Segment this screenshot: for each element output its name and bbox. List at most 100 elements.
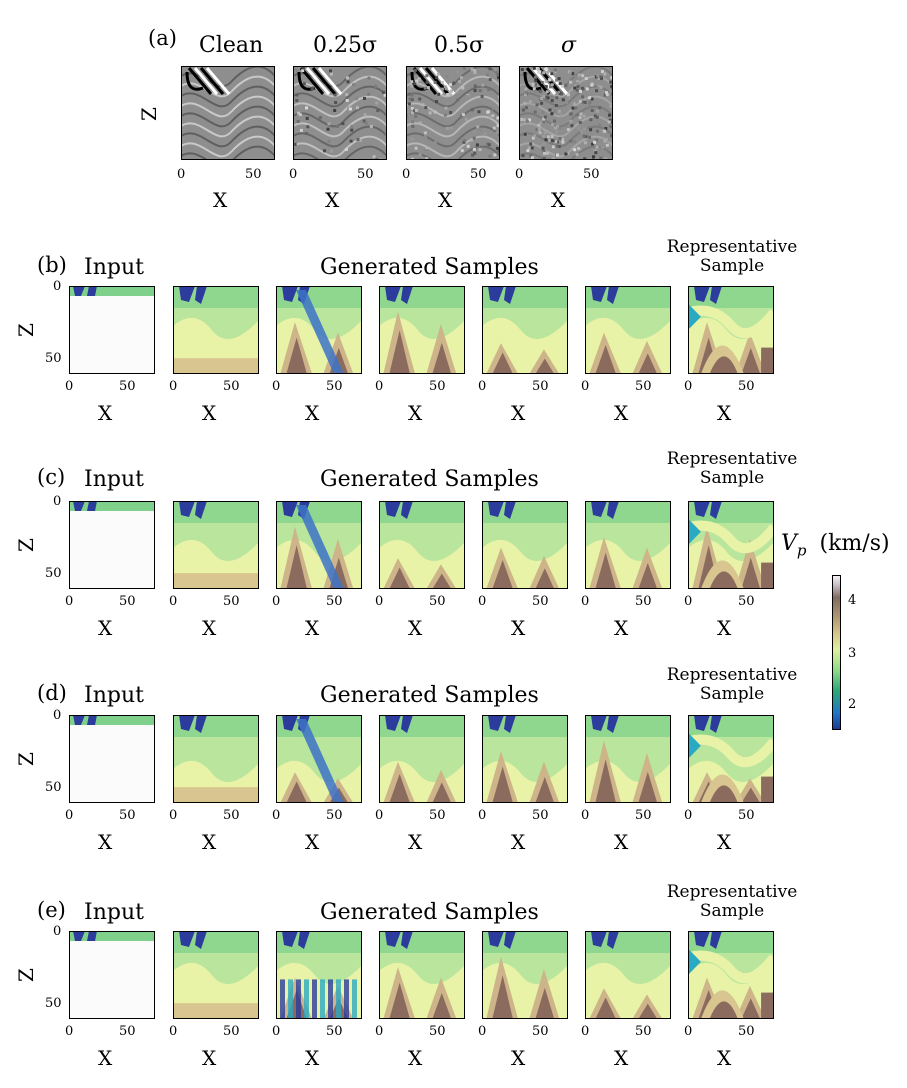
generated-sample-panel: [276, 286, 362, 374]
generated-sample-panel: [379, 286, 465, 374]
xtick-50: 50: [326, 594, 343, 609]
representative-title-2: Representative Sample: [663, 665, 801, 705]
panel-a-ylabel: Z: [136, 107, 161, 121]
xtick-50: 50: [429, 379, 446, 394]
panel-a-xlabel: X: [438, 188, 453, 212]
xtick-0: 0: [684, 1024, 693, 1039]
representative-title-0: Representative Sample: [663, 237, 801, 276]
row-label-0: (b): [37, 253, 67, 277]
xlabel: X: [98, 830, 113, 854]
generated-title-0: Generated Samples: [320, 255, 539, 280]
generated-sample-panel: [482, 715, 568, 803]
xlabel: X: [614, 830, 629, 854]
input-panel: [69, 931, 155, 1019]
panel-a-xtick-50: 50: [245, 167, 262, 182]
xlabel: X: [305, 1046, 320, 1070]
ylabel: Z: [13, 968, 38, 982]
row-label-2: (d): [37, 681, 67, 705]
colorbar-label-sub: p: [796, 541, 807, 560]
xtick-0: 0: [684, 594, 693, 609]
ytick-0: 0: [53, 708, 62, 723]
panel-a-xlabel: X: [213, 188, 228, 212]
input-panel: [69, 286, 155, 374]
seismic-image-0: [181, 66, 275, 160]
generated-title-1: Generated Samples: [320, 467, 539, 492]
xtick-50: 50: [326, 1024, 343, 1039]
representative-title-line2: Sample: [699, 468, 765, 489]
xlabel: X: [717, 1046, 732, 1070]
xlabel: X: [202, 1046, 217, 1070]
xtick-0: 0: [169, 808, 178, 823]
seismic-image-2: [406, 66, 500, 160]
generated-sample-panel: [379, 715, 465, 803]
generated-sample-panel: [482, 501, 568, 589]
generated-sample-panel: [585, 501, 671, 589]
xtick-0: 0: [478, 379, 487, 394]
ytick-50: 50: [45, 566, 62, 581]
xtick-50: 50: [635, 808, 652, 823]
xlabel: X: [717, 401, 732, 425]
xtick-50: 50: [119, 379, 136, 394]
xtick-50: 50: [429, 594, 446, 609]
xtick-0: 0: [478, 808, 487, 823]
xlabel: X: [202, 401, 217, 425]
xtick-50: 50: [635, 594, 652, 609]
generated-sample-panel: [379, 931, 465, 1019]
colorbar-label: Vp (km/s): [781, 533, 890, 558]
xtick-50: 50: [119, 1024, 136, 1039]
xlabel: X: [614, 401, 629, 425]
xtick-0: 0: [684, 808, 693, 823]
panel-a-xlabel: X: [325, 188, 340, 212]
panel-a-label: (a): [148, 26, 177, 50]
xtick-50: 50: [223, 379, 240, 394]
row-label-1: (c): [37, 465, 66, 489]
panel-a-title-clean: Clean: [199, 33, 264, 58]
representative-title-3: Representative Sample: [663, 882, 801, 922]
velocity-colorbar: [832, 575, 841, 730]
xtick-50: 50: [223, 808, 240, 823]
xtick-50: 50: [635, 379, 652, 394]
xlabel: X: [511, 401, 526, 425]
panel-a-xtick-50: 50: [470, 167, 487, 182]
representative-title-line2: Sample: [699, 901, 765, 922]
generated-sample-panel: [379, 501, 465, 589]
representative-title-line1: Representative: [666, 449, 798, 469]
input-title-2: Input: [84, 683, 144, 708]
representative-sample-panel: [688, 501, 774, 589]
colorbar-label-main: V: [781, 531, 797, 556]
xtick-50: 50: [119, 808, 136, 823]
representative-title-1: Representative Sample: [663, 449, 801, 489]
xtick-50: 50: [532, 379, 549, 394]
ytick-0: 0: [53, 924, 62, 939]
panel-a-xtick-0: 0: [402, 167, 411, 182]
panel-a-xtick-50: 50: [357, 167, 374, 182]
xtick-0: 0: [581, 594, 590, 609]
xtick-50: 50: [738, 379, 755, 394]
xtick-0: 0: [581, 1024, 590, 1039]
xtick-50: 50: [429, 1024, 446, 1039]
ytick-50: 50: [45, 996, 62, 1011]
representative-title-line2: Sample: [699, 684, 765, 705]
xtick-0: 0: [169, 379, 178, 394]
panel-a-xtick-0: 0: [289, 167, 298, 182]
xtick-0: 0: [375, 379, 384, 394]
panel-a-xlabel: X: [551, 188, 566, 212]
xtick-50: 50: [223, 1024, 240, 1039]
xtick-0: 0: [478, 594, 487, 609]
xtick-0: 0: [169, 1024, 178, 1039]
xlabel: X: [305, 616, 320, 640]
representative-sample-panel: [688, 715, 774, 803]
generated-title-3: Generated Samples: [320, 900, 539, 925]
xtick-0: 0: [684, 379, 693, 394]
seismic-image-3: [519, 66, 613, 160]
xtick-50: 50: [326, 379, 343, 394]
panel-a-title-sigma: σ: [561, 33, 577, 58]
xtick-0: 0: [478, 1024, 487, 1039]
xtick-50: 50: [119, 594, 136, 609]
xtick-0: 0: [581, 379, 590, 394]
xlabel: X: [408, 830, 423, 854]
generated-sample-panel: [585, 715, 671, 803]
xlabel: X: [202, 616, 217, 640]
colorbar-tick-3: 3: [848, 646, 857, 661]
input-title-1: Input: [84, 467, 144, 492]
